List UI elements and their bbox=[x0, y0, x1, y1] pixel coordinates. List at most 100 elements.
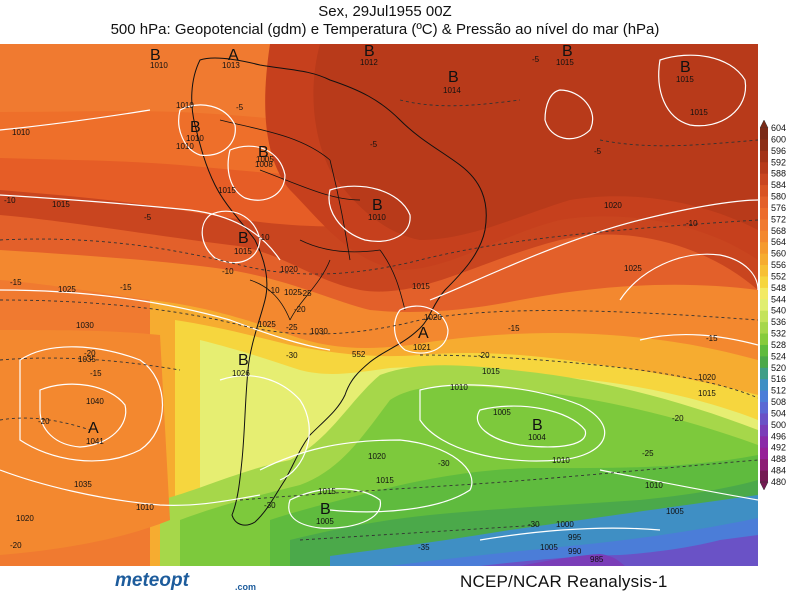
colorbar-swatch bbox=[760, 436, 768, 449]
center-value: 1010 bbox=[150, 61, 168, 70]
isobar-label: 1040 bbox=[86, 397, 104, 406]
center-value: 1012 bbox=[360, 58, 378, 67]
isobar-label: 985 bbox=[590, 555, 604, 564]
colorbar-swatch bbox=[760, 459, 768, 472]
colorbar-swatch bbox=[760, 356, 768, 369]
data-source: NCEP/NCAR Reanalysis-1 bbox=[460, 572, 668, 591]
isobar-label: 1025 bbox=[284, 288, 302, 297]
center-value: 1004 bbox=[528, 433, 546, 442]
isotherm-label: -10 bbox=[268, 286, 280, 295]
center-value: 1010 bbox=[368, 213, 386, 222]
colorbar-swatch bbox=[760, 253, 768, 266]
isotherm-label: -20 bbox=[294, 305, 306, 314]
isobar-label: 990 bbox=[568, 547, 582, 556]
isobar-label: 1025 bbox=[624, 264, 642, 273]
colorbar-swatch bbox=[760, 265, 768, 277]
isobar-label: 1030 bbox=[76, 321, 94, 330]
isotherm-label: -30 bbox=[264, 501, 276, 510]
isobar-label: 1010 bbox=[176, 142, 194, 151]
isobar-label: 1015 bbox=[482, 367, 500, 376]
isotherm-label: -5 bbox=[594, 147, 602, 156]
band-purple bbox=[480, 535, 758, 566]
meteopt-logo: meteopt .com bbox=[115, 568, 275, 596]
colorbar-label: 540 bbox=[771, 306, 786, 316]
colorbar-swatch bbox=[760, 322, 768, 335]
band-west-orange2 bbox=[0, 330, 170, 555]
weather-map[interactable]: B 1010 A 1013 B 1012 B 1015 B 1014 B 101… bbox=[0, 44, 758, 566]
isotherm-label: -30 bbox=[528, 520, 540, 529]
colorbar-swatch bbox=[760, 150, 768, 163]
colorbar-label: 568 bbox=[771, 226, 786, 236]
isobar-label: 1010 bbox=[12, 128, 30, 137]
colorbar-label: 592 bbox=[771, 157, 786, 167]
isobar-label: 1030 bbox=[310, 327, 328, 336]
isotherm-label: -15 bbox=[90, 369, 102, 378]
isotherm-label: -10 bbox=[222, 267, 234, 276]
isotherm-label: -5 bbox=[144, 213, 152, 222]
center-letter: B bbox=[150, 47, 161, 64]
isobar-label: 1015 bbox=[218, 186, 236, 195]
band-violet bbox=[520, 554, 625, 566]
colorbar-swatch bbox=[760, 344, 768, 357]
colorbar-label: 480 bbox=[771, 477, 786, 487]
isobar-label: 1005 bbox=[666, 507, 684, 516]
isotherm-label: -30 bbox=[438, 459, 450, 468]
colorbar-swatch bbox=[760, 128, 768, 140]
isotherm-label: -25 bbox=[286, 323, 298, 332]
center-value: 1005 bbox=[316, 517, 334, 526]
colorbar-swatch bbox=[760, 196, 768, 209]
colorbar-max-arrow bbox=[759, 119, 769, 129]
isobar-labels: 1010 1015 1010 1020 1025 1030 1035 1040 … bbox=[12, 101, 716, 564]
country-borders bbox=[219, 119, 406, 321]
date-line: Sex, 29Jul1955 00Z bbox=[318, 3, 452, 20]
pressure-centers: B 1010 A 1013 B 1012 B 1015 B 1014 B 101… bbox=[86, 44, 694, 526]
center-value: 1015 bbox=[556, 58, 574, 67]
colorbar-label: 596 bbox=[771, 146, 786, 156]
isotherm-label: -15 bbox=[10, 278, 22, 287]
colorbar-swatch bbox=[760, 333, 768, 346]
center-letter: A bbox=[88, 420, 99, 437]
colorbar-label: 484 bbox=[771, 466, 786, 476]
band-red-core bbox=[313, 44, 758, 240]
colorbar-label: 488 bbox=[771, 454, 786, 464]
center-value: 1026 bbox=[232, 369, 250, 378]
isobar-label: 1010 bbox=[552, 456, 570, 465]
colorbar-label: 524 bbox=[771, 351, 786, 361]
center-value: 1015 bbox=[676, 75, 694, 84]
colorbar-swatch bbox=[760, 185, 768, 198]
colorbar-swatch bbox=[760, 207, 768, 220]
center-value: 1015 bbox=[234, 247, 252, 256]
isobar-label: 1020 bbox=[424, 313, 442, 322]
colorbar-label: 520 bbox=[771, 363, 786, 373]
isotherm-label: -5 bbox=[370, 140, 378, 149]
center-letter: B bbox=[680, 59, 691, 76]
south-america-outline bbox=[191, 57, 487, 526]
center-letter: B bbox=[364, 44, 375, 60]
isotherm-label: -20 bbox=[84, 349, 96, 358]
isotherm-label: -35 bbox=[418, 543, 430, 552]
center-value: 1008 bbox=[255, 160, 273, 169]
isotherm-label: -10 bbox=[4, 196, 16, 205]
isobar-label: 1010 bbox=[136, 503, 154, 512]
isobar-label: 1020 bbox=[280, 265, 298, 274]
colorbar-label: 580 bbox=[771, 192, 786, 202]
isotherm-label: -5 bbox=[236, 103, 244, 112]
colorbar-swatch bbox=[760, 287, 768, 300]
isotherm-label: -15 bbox=[706, 334, 718, 343]
center-value: 1021 bbox=[413, 343, 431, 352]
isotherm-label: -10 bbox=[258, 233, 270, 242]
colorbar-label: 572 bbox=[771, 214, 786, 224]
colorbar-label: 576 bbox=[771, 203, 786, 213]
colorbar-label: 548 bbox=[771, 283, 786, 293]
isotherm-label: -20 bbox=[672, 414, 684, 423]
colorbar-label: 508 bbox=[771, 397, 786, 407]
colorbar-swatch bbox=[760, 402, 768, 414]
isobar-label: 1005 bbox=[540, 543, 558, 552]
isobar-label: 1010 bbox=[450, 383, 468, 392]
isotherm-label: -30 bbox=[286, 351, 298, 360]
center-value: 1013 bbox=[222, 61, 240, 70]
center-letter: B bbox=[190, 119, 201, 136]
center-letter: B bbox=[258, 144, 269, 161]
isotherm-labels: -5 -5 -5 -5 -5 -10 -10 -15 -10 -15 -20 -… bbox=[4, 55, 718, 552]
colorbar-label: 528 bbox=[771, 340, 786, 350]
